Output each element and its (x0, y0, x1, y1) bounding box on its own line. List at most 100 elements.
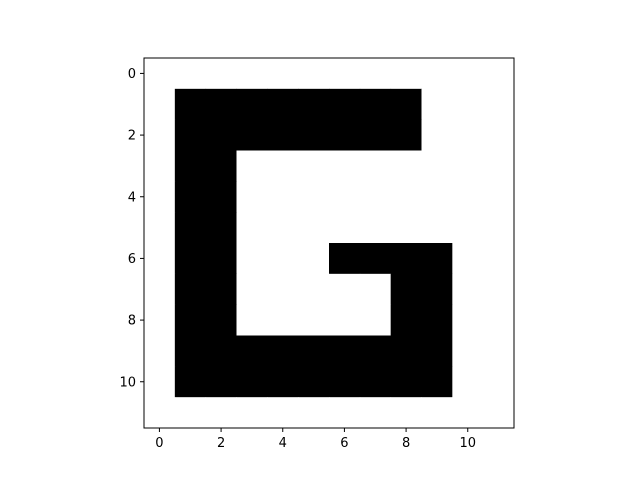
heatmap-cell-r5-c9 (421, 212, 453, 244)
heatmap-cell-r8-c10 (452, 304, 484, 336)
heatmap-cells (144, 58, 515, 429)
heatmap-cell-r7-c5 (298, 273, 330, 306)
heatmap-cell-r2-c11 (483, 119, 515, 151)
heatmap-cell-r2-c3 (236, 119, 268, 151)
heatmap-cell-r5-c4 (267, 212, 299, 244)
heatmap-cell-r1-c1 (174, 88, 207, 121)
heatmap-cell-r0-c3 (236, 58, 268, 90)
y-tick-label: 4 (128, 190, 136, 205)
heatmap-cell-r2-c7 (359, 119, 392, 151)
heatmap-cell-r8-c2 (205, 304, 237, 336)
x-tick-label: 8 (402, 436, 410, 451)
heatmap-cell-r6-c1 (174, 243, 207, 275)
heatmap-cell-r0-c4 (267, 58, 299, 90)
heatmap-cell-r9-c7 (359, 335, 392, 367)
x-tick-label: 0 (155, 436, 163, 451)
heatmap-cell-r8-c11 (483, 304, 515, 336)
heatmap-cell-r7-c9 (421, 273, 453, 306)
heatmap-cell-r1-c5 (298, 88, 330, 121)
heatmap-cell-r7-c0 (144, 273, 176, 306)
heatmap-cell-r4-c2 (205, 181, 237, 213)
heatmap-cell-r11-c1 (174, 397, 207, 429)
heatmap-cell-r4-c5 (298, 181, 330, 213)
heatmap-cell-r2-c9 (421, 119, 453, 151)
heatmap-cell-r10-c10 (452, 366, 484, 398)
heatmap-cell-r4-c11 (483, 181, 515, 213)
heatmap-cell-r5-c5 (298, 212, 330, 244)
heatmap-cell-r0-c10 (452, 58, 484, 90)
heatmap-cell-r0-c9 (421, 58, 453, 90)
heatmap-cell-r3-c3 (236, 150, 268, 182)
heatmap-cell-r9-c0 (144, 335, 176, 367)
heatmap-cell-r10-c6 (329, 366, 361, 398)
heatmap-cell-r4-c9 (421, 181, 453, 213)
heatmap-cell-r1-c2 (205, 88, 237, 121)
heatmap-cell-r6-c0 (144, 243, 176, 275)
heatmap-cell-r2-c0 (144, 119, 176, 151)
heatmap-cell-r3-c1 (174, 150, 207, 182)
heatmap-cell-r11-c5 (298, 397, 330, 429)
heatmap-cell-r9-c9 (421, 335, 453, 367)
heatmap-cell-r2-c10 (452, 119, 484, 151)
heatmap-cell-r3-c10 (452, 150, 484, 182)
heatmap-cell-r11-c3 (236, 397, 268, 429)
heatmap-cell-r1-c10 (452, 88, 484, 121)
heatmap-cell-r5-c7 (359, 212, 392, 244)
x-tick-label: 4 (279, 436, 287, 451)
heatmap-cell-r0-c5 (298, 58, 330, 90)
heatmap-cell-r3-c8 (390, 150, 422, 182)
heatmap-cell-r2-c6 (329, 119, 361, 151)
heatmap-cell-r11-c9 (421, 397, 453, 429)
heatmap-cell-r4-c8 (390, 181, 422, 213)
heatmap-cell-r10-c1 (174, 366, 207, 398)
heatmap-cell-r4-c7 (359, 181, 392, 213)
heatmap-cell-r9-c8 (390, 335, 422, 367)
heatmap-cell-r9-c10 (452, 335, 484, 367)
heatmap-cell-r7-c2 (205, 273, 237, 306)
heatmap-cell-r7-c6 (329, 273, 361, 306)
x-tick-label: 2 (217, 436, 225, 451)
heatmap-cell-r10-c3 (236, 366, 268, 398)
heatmap-cell-r3-c7 (359, 150, 392, 182)
heatmap-cell-r2-c1 (174, 119, 207, 151)
heatmap-cell-r6-c3 (236, 243, 268, 275)
heatmap-cell-r7-c4 (267, 273, 299, 306)
heatmap-cell-r9-c1 (174, 335, 207, 367)
heatmap-cell-r5-c6 (329, 212, 361, 244)
heatmap-cell-r0-c8 (390, 58, 422, 90)
heatmap-cell-r6-c11 (483, 243, 515, 275)
heatmap-cell-r2-c2 (205, 119, 237, 151)
y-axis: 0 2 4 6 8 10 (119, 67, 144, 390)
y-tick-label: 2 (128, 129, 136, 144)
heatmap-cell-r2-c8 (390, 119, 422, 151)
axes-frame (143, 57, 515, 429)
heatmap-cell-r5-c10 (452, 212, 484, 244)
heatmap-cell-r1-c8 (390, 88, 422, 121)
heatmap-cell-r8-c7 (359, 304, 392, 336)
heatmap-cell-r8-c9 (421, 304, 453, 336)
heatmap-cell-r11-c10 (452, 397, 484, 429)
heatmap-cell-r6-c5 (298, 243, 330, 275)
heatmap-cell-r6-c7 (359, 243, 392, 275)
y-tick-label: 6 (128, 252, 136, 267)
heatmap-cell-r8-c5 (298, 304, 330, 336)
y-tick-label: 8 (128, 314, 136, 329)
heatmap-cell-r2-c4 (267, 119, 299, 151)
heatmap-cell-r0-c1 (174, 58, 207, 90)
heatmap-cell-r3-c6 (329, 150, 361, 182)
heatmap-cell-r11-c6 (329, 397, 361, 429)
heatmap-cell-r6-c9 (421, 243, 453, 275)
heatmap-cell-r1-c9 (421, 88, 453, 121)
heatmap-cell-r5-c2 (205, 212, 237, 244)
heatmap-cell-r3-c4 (267, 150, 299, 182)
heatmap-cell-r6-c6 (329, 243, 361, 275)
heatmap-cell-r0-c7 (359, 58, 392, 90)
heatmap-cell-r4-c10 (452, 181, 484, 213)
heatmap-cell-r7-c11 (483, 273, 515, 306)
heatmap-cell-r1-c6 (329, 88, 361, 121)
x-axis: 0 2 4 6 8 10 (155, 428, 476, 451)
heatmap-cell-r10-c11 (483, 366, 515, 398)
heatmap-cell-r5-c1 (174, 212, 207, 244)
heatmap-cell-r8-c4 (267, 304, 299, 336)
